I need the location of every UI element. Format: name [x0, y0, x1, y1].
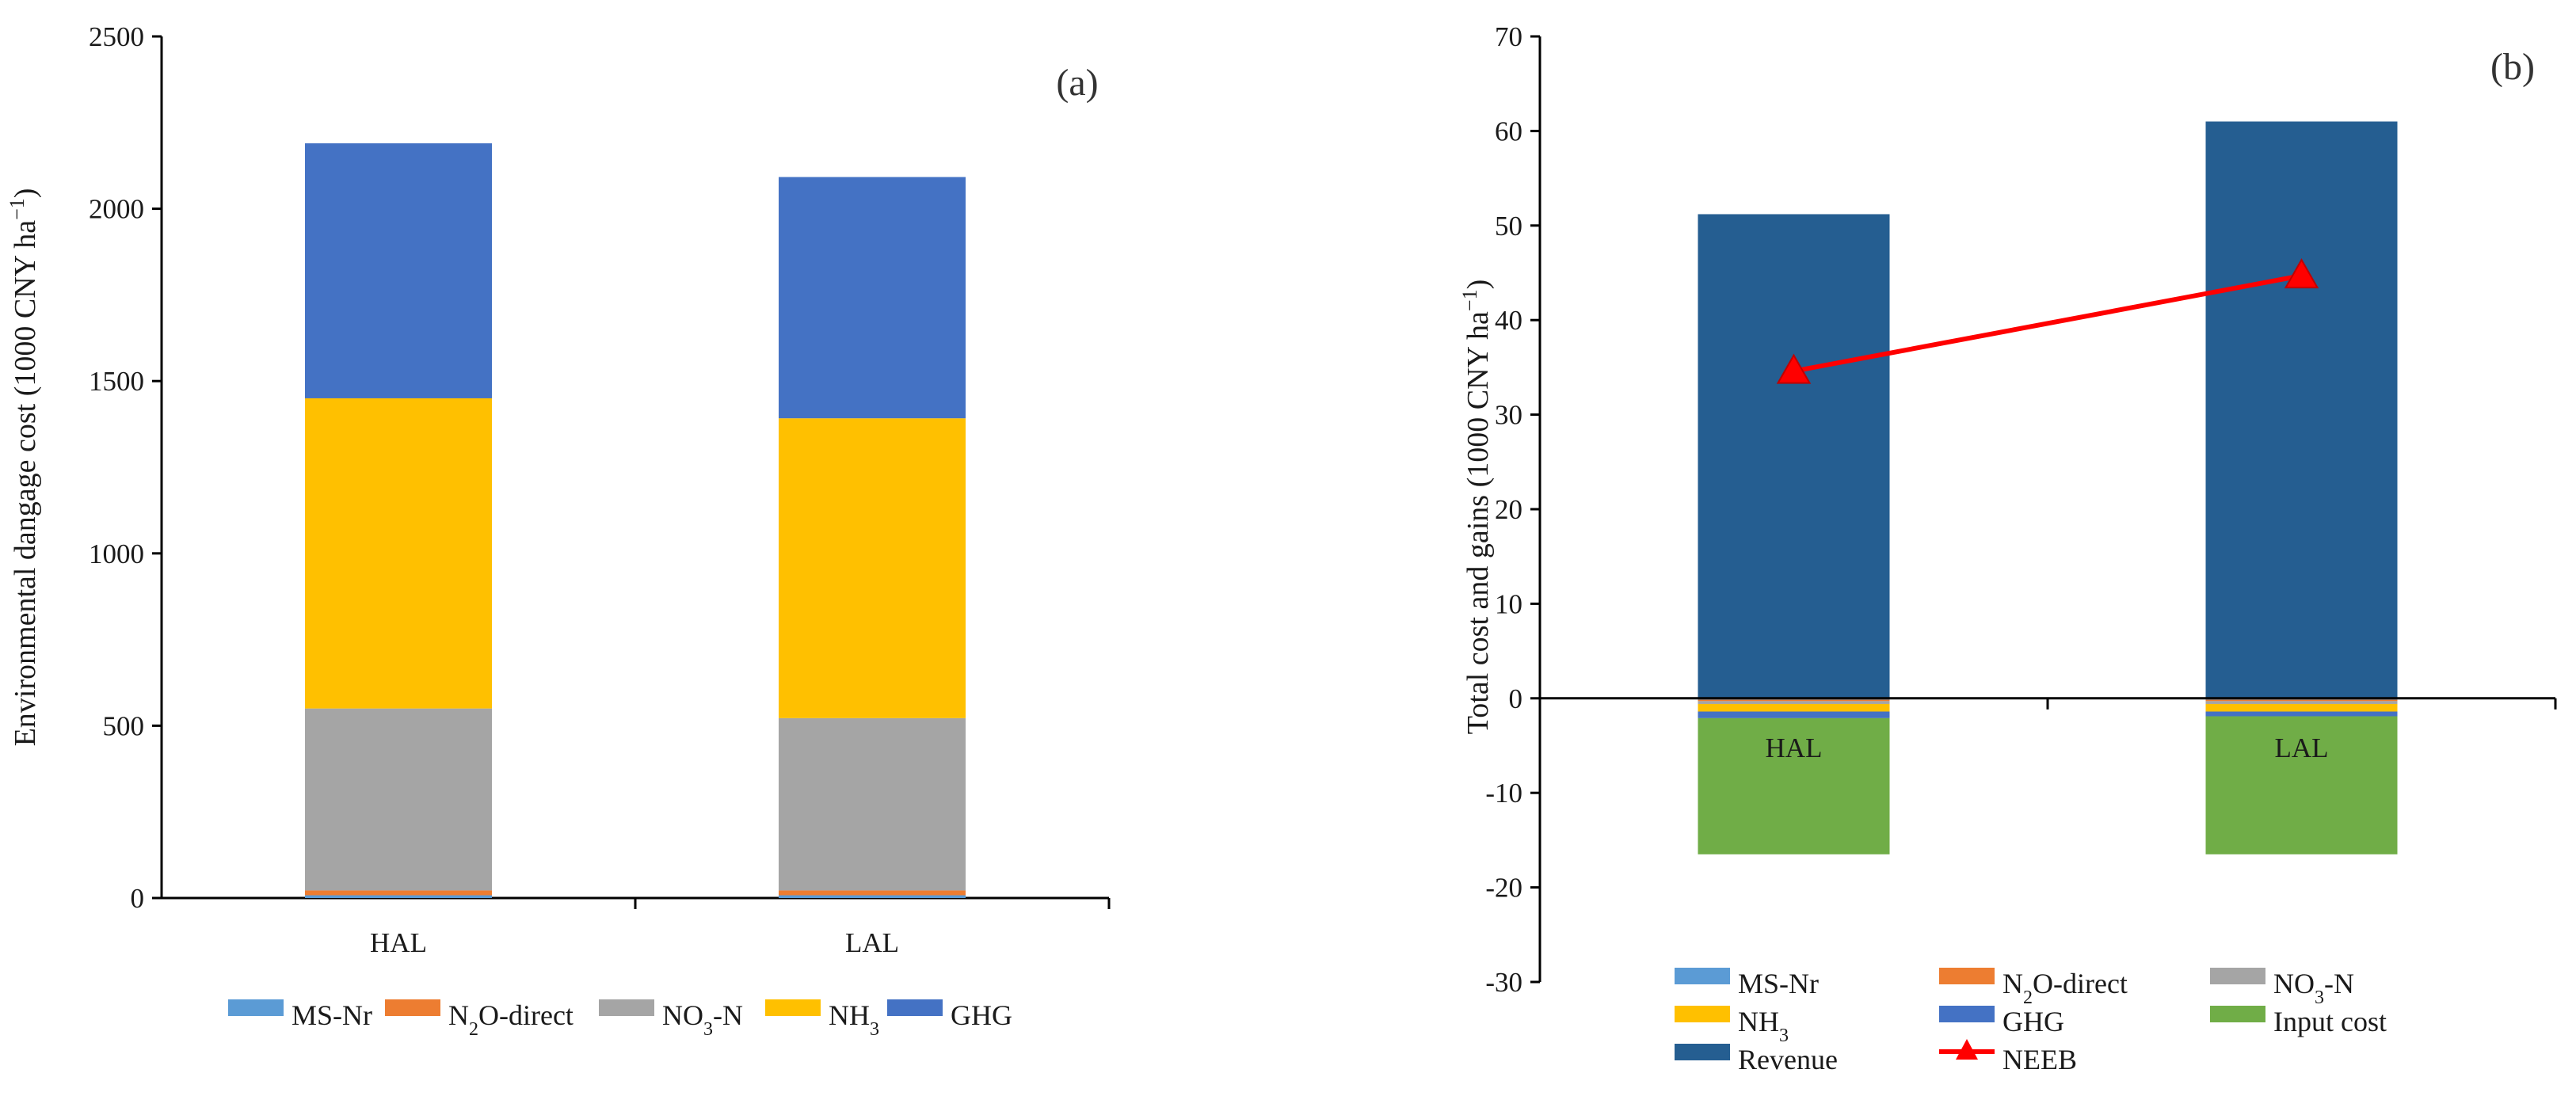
y-tick-label-b: 0	[1509, 683, 1523, 714]
bar-segment-b-negative	[2205, 703, 2398, 712]
bar-segment-b-negative	[2205, 711, 2398, 717]
legend-item-a: MS-Nr	[228, 999, 372, 1031]
bar-segment-b-negative	[1698, 701, 1890, 704]
bar-segment-b-negative	[2205, 701, 2398, 704]
y-tick-label-b: 20	[1495, 494, 1522, 525]
y-tick-label-a: 1500	[89, 366, 144, 397]
legend-item-a: GHG	[887, 999, 1012, 1031]
panel-label-b: (b)	[2490, 46, 2535, 88]
y-tick-label-b: 10	[1495, 588, 1522, 619]
legend-swatch	[887, 999, 943, 1016]
bar-segment-b-negative	[2205, 699, 2398, 702]
legend-item-a: N2O-direct	[385, 999, 574, 1040]
bar-segment-a	[779, 895, 966, 898]
legend-item-b: MS-Nr	[1675, 968, 1819, 999]
legend-label: NEEB	[2002, 1044, 2077, 1075]
y-tick-label-b: 60	[1495, 116, 1522, 147]
bar-segment-a	[305, 398, 492, 709]
bar-segment-a	[305, 890, 492, 896]
legend-label: N2O-direct	[448, 999, 574, 1040]
y-tick-label-a: 500	[103, 710, 145, 741]
legend-swatch	[228, 999, 284, 1016]
bar-segment-a	[779, 418, 966, 718]
y-tick-label-a: 2000	[89, 194, 144, 225]
y-tick-label-b: -10	[1485, 778, 1522, 809]
bar-segment-a	[779, 890, 966, 896]
neeb-line	[1793, 273, 2303, 374]
y-tick-label-b: 50	[1495, 211, 1522, 242]
y-tick-label-a: 0	[131, 883, 145, 914]
legend-label: N2O-direct	[2002, 968, 2128, 1008]
y-axis-label-a: Environmental dangage cost (1000 CNY ha−…	[6, 188, 43, 747]
legend-swatch	[1939, 968, 1995, 984]
legend-swatch	[599, 999, 654, 1016]
x-tick-label-a: LAL	[845, 927, 899, 958]
legend-label: MS-Nr	[292, 999, 372, 1031]
legend-marker	[1956, 1039, 1978, 1060]
bar-segment-b-positive	[2205, 121, 2398, 698]
bar-segment-b-negative	[1698, 699, 1890, 702]
legend-item-b: N2O-direct	[1939, 968, 2128, 1008]
x-tick-label-a: HAL	[370, 927, 427, 958]
legend-item-a: NO3-N	[599, 999, 743, 1040]
legend-item-b: GHG	[1939, 1006, 2064, 1037]
panel-b: -30 -20 -10 0 10 20 30 40 50 60 70 HAL LAL (b)	[1485, 21, 2557, 998]
bar-segment-a	[779, 717, 966, 891]
legend-item-a: NH3	[765, 999, 879, 1040]
panel-label-a: (a)	[1056, 62, 1098, 104]
panel-a: 0 500 1000 1500 2000 2500 HAL LAL (a)	[89, 21, 1111, 958]
y-tick-label-b: -20	[1485, 873, 1522, 904]
x-tick-label-b: LAL	[2274, 733, 2328, 763]
neeb-marker	[1776, 353, 1812, 384]
legend-item-b: NO3-N	[2210, 968, 2354, 1008]
y-tick-label-a: 2500	[89, 21, 144, 52]
bar-segment-a	[305, 143, 492, 398]
legend-swatch	[1939, 1006, 1995, 1022]
legend-label: GHG	[2002, 1006, 2064, 1037]
x-tick-label-b: HAL	[1766, 733, 1823, 763]
y-tick-label-b: 70	[1495, 21, 1522, 52]
legend-label: Input cost	[2273, 1006, 2387, 1037]
legend-label: GHG	[951, 999, 1012, 1031]
legend-item-b: Revenue	[1675, 1044, 1838, 1075]
bar-segment-b-negative	[1698, 717, 1890, 854]
legend-label: NH3	[1738, 1006, 1789, 1046]
legend-label: NO3-N	[2273, 968, 2354, 1008]
bar-segment-a	[305, 708, 492, 891]
legend-swatch	[2210, 1006, 2265, 1022]
bar-segment-a	[305, 895, 492, 898]
y-tick-label-a: 1000	[89, 538, 144, 569]
legend-item-b: NEEB	[1939, 1039, 2077, 1075]
legend-swatch	[765, 999, 821, 1016]
legend-swatch	[385, 999, 440, 1016]
bar-segment-b-negative	[1698, 711, 1890, 718]
neeb-marker	[2284, 258, 2319, 289]
legend-item-b: Input cost	[2210, 1006, 2387, 1037]
legend-label: Revenue	[1738, 1044, 1838, 1075]
y-axis-label-b: Total cost and gains (1000 CNY ha−1)	[1458, 280, 1496, 735]
legend-swatch	[2210, 968, 2265, 984]
legend-swatch	[1675, 1044, 1730, 1060]
bar-segment-b-positive	[1698, 214, 1890, 698]
bar-segment-b-negative	[2205, 716, 2398, 854]
bar-segment-a	[779, 177, 966, 419]
legend-item-b: NH3	[1675, 1006, 1789, 1046]
legend-label: MS-Nr	[1738, 968, 1819, 999]
legend-swatch	[1675, 1006, 1730, 1022]
legend-swatch	[1675, 968, 1730, 984]
legend-label: NO3-N	[662, 999, 743, 1040]
y-tick-label-b: 30	[1495, 400, 1522, 431]
legend-label: NH3	[829, 999, 879, 1040]
y-tick-label-b: -30	[1485, 967, 1522, 998]
bar-segment-b-negative	[1698, 703, 1890, 712]
y-tick-label-b: 40	[1495, 305, 1522, 336]
